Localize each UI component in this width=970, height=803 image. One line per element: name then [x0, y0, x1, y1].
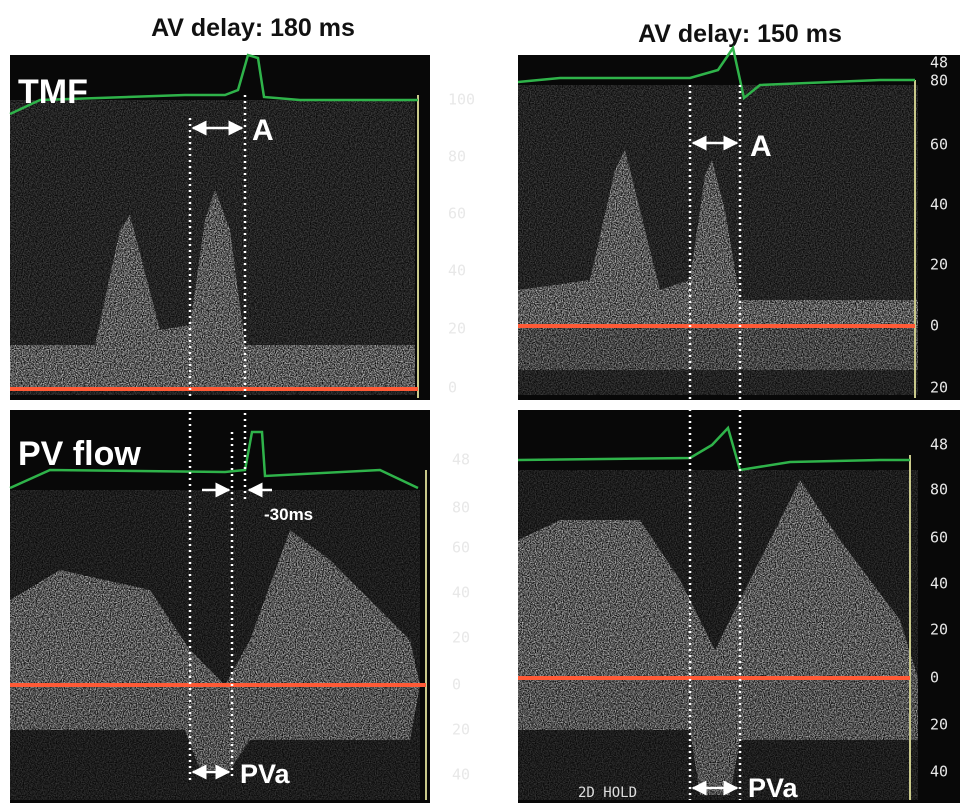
scale-label: 40 [452, 766, 470, 784]
scale-label: 48 [930, 436, 948, 454]
scale-label: 60 [930, 136, 948, 154]
heading: AV delay: 150 ms [638, 20, 842, 48]
heading: AV delay: 180 ms [151, 14, 355, 42]
scale-label: 40 [452, 584, 470, 602]
footer: 2D HOLD [578, 785, 637, 801]
annotation: PVa [748, 773, 799, 803]
scale-label: 40 [930, 763, 948, 781]
annotation: -30ms [264, 505, 313, 524]
scale-label: 40 [930, 196, 948, 214]
scale-label: 48 [930, 54, 948, 72]
scale-label: 0 [448, 379, 457, 397]
ecg-trace [9, 53, 418, 116]
scale-label: 0 [930, 669, 939, 687]
scale-label: 80 [930, 72, 948, 90]
scale-label: 20 [448, 320, 466, 338]
scale-label: 40 [448, 262, 466, 280]
annotation: PVa [240, 759, 291, 789]
scale-label: 20 [930, 716, 948, 734]
scale-label: 60 [452, 539, 470, 557]
scale-label: 20 [930, 621, 948, 639]
ecg-trace [9, 430, 419, 490]
scale-label: 80 [452, 499, 470, 517]
scale-label: 20 [452, 721, 470, 739]
scales: 1008060402004880604020020488060402002040… [448, 54, 948, 784]
scale-label: 20 [930, 256, 948, 274]
ecg-trace [517, 425, 910, 472]
panel-label: PV flow [18, 435, 141, 473]
ecg-trace [517, 44, 915, 101]
scale-label: 0 [452, 676, 461, 694]
scale-label: 20 [930, 379, 948, 397]
scale-label: 48 [452, 451, 470, 469]
scale-label: 60 [448, 205, 466, 223]
doppler-spectrum [10, 85, 918, 800]
annotation: A [750, 130, 772, 163]
annotation: A [252, 114, 274, 147]
scale-label: 80 [930, 481, 948, 499]
scale-label: 80 [448, 148, 466, 166]
scale-label: 40 [930, 575, 948, 593]
panel-label: TMF [18, 73, 88, 111]
scale-label: 60 [930, 529, 948, 547]
scale-label: 100 [448, 91, 475, 109]
scale-label: 0 [930, 317, 939, 335]
scale-label: 20 [452, 629, 470, 647]
